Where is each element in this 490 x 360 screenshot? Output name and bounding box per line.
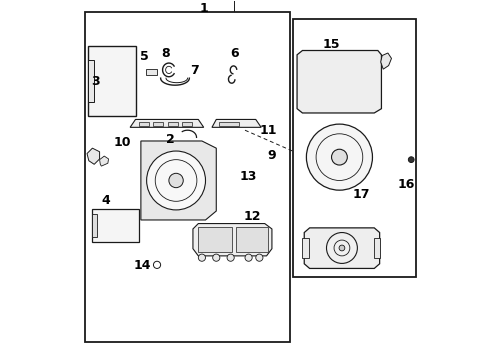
Text: 15: 15 xyxy=(322,37,340,50)
Circle shape xyxy=(213,254,220,261)
Bar xyxy=(182,122,192,126)
Text: 16: 16 xyxy=(398,177,415,190)
Text: 5: 5 xyxy=(140,50,149,63)
Polygon shape xyxy=(304,228,380,269)
Text: 17: 17 xyxy=(353,188,370,201)
Circle shape xyxy=(408,157,414,162)
Text: 7: 7 xyxy=(190,64,198,77)
Polygon shape xyxy=(99,156,109,166)
Circle shape xyxy=(227,254,234,261)
Bar xyxy=(197,227,232,252)
Bar xyxy=(146,69,157,75)
Text: 1: 1 xyxy=(199,2,208,15)
Text: 3: 3 xyxy=(92,75,100,88)
Circle shape xyxy=(256,254,263,261)
Text: 14: 14 xyxy=(134,260,151,273)
Text: 2: 2 xyxy=(166,133,175,146)
Circle shape xyxy=(306,124,372,190)
Bar xyxy=(93,209,139,242)
Polygon shape xyxy=(381,53,392,69)
Polygon shape xyxy=(87,148,99,164)
Bar xyxy=(236,227,269,252)
Bar xyxy=(168,122,178,126)
Bar xyxy=(302,238,309,258)
Bar xyxy=(139,122,149,126)
Bar xyxy=(294,19,416,278)
Text: 12: 12 xyxy=(244,210,261,223)
Bar xyxy=(93,214,97,237)
Bar xyxy=(88,46,136,116)
Polygon shape xyxy=(212,120,261,127)
Polygon shape xyxy=(297,50,381,113)
Text: 8: 8 xyxy=(161,47,170,60)
Circle shape xyxy=(169,173,183,188)
Text: 10: 10 xyxy=(114,136,131,149)
Text: 11: 11 xyxy=(260,124,277,137)
Bar xyxy=(85,12,290,342)
Text: 13: 13 xyxy=(240,170,257,183)
Circle shape xyxy=(198,254,205,261)
Bar xyxy=(219,122,239,126)
Bar xyxy=(153,122,164,126)
Circle shape xyxy=(147,151,205,210)
Bar xyxy=(373,238,380,258)
Bar xyxy=(88,60,94,102)
Polygon shape xyxy=(130,120,204,127)
Text: 4: 4 xyxy=(101,194,110,207)
Circle shape xyxy=(245,254,252,261)
Text: 9: 9 xyxy=(268,149,276,162)
Circle shape xyxy=(326,233,357,264)
Polygon shape xyxy=(141,141,216,220)
Circle shape xyxy=(332,149,347,165)
Polygon shape xyxy=(136,131,272,227)
Circle shape xyxy=(339,245,345,251)
Text: 6: 6 xyxy=(231,46,239,59)
Polygon shape xyxy=(193,224,272,256)
